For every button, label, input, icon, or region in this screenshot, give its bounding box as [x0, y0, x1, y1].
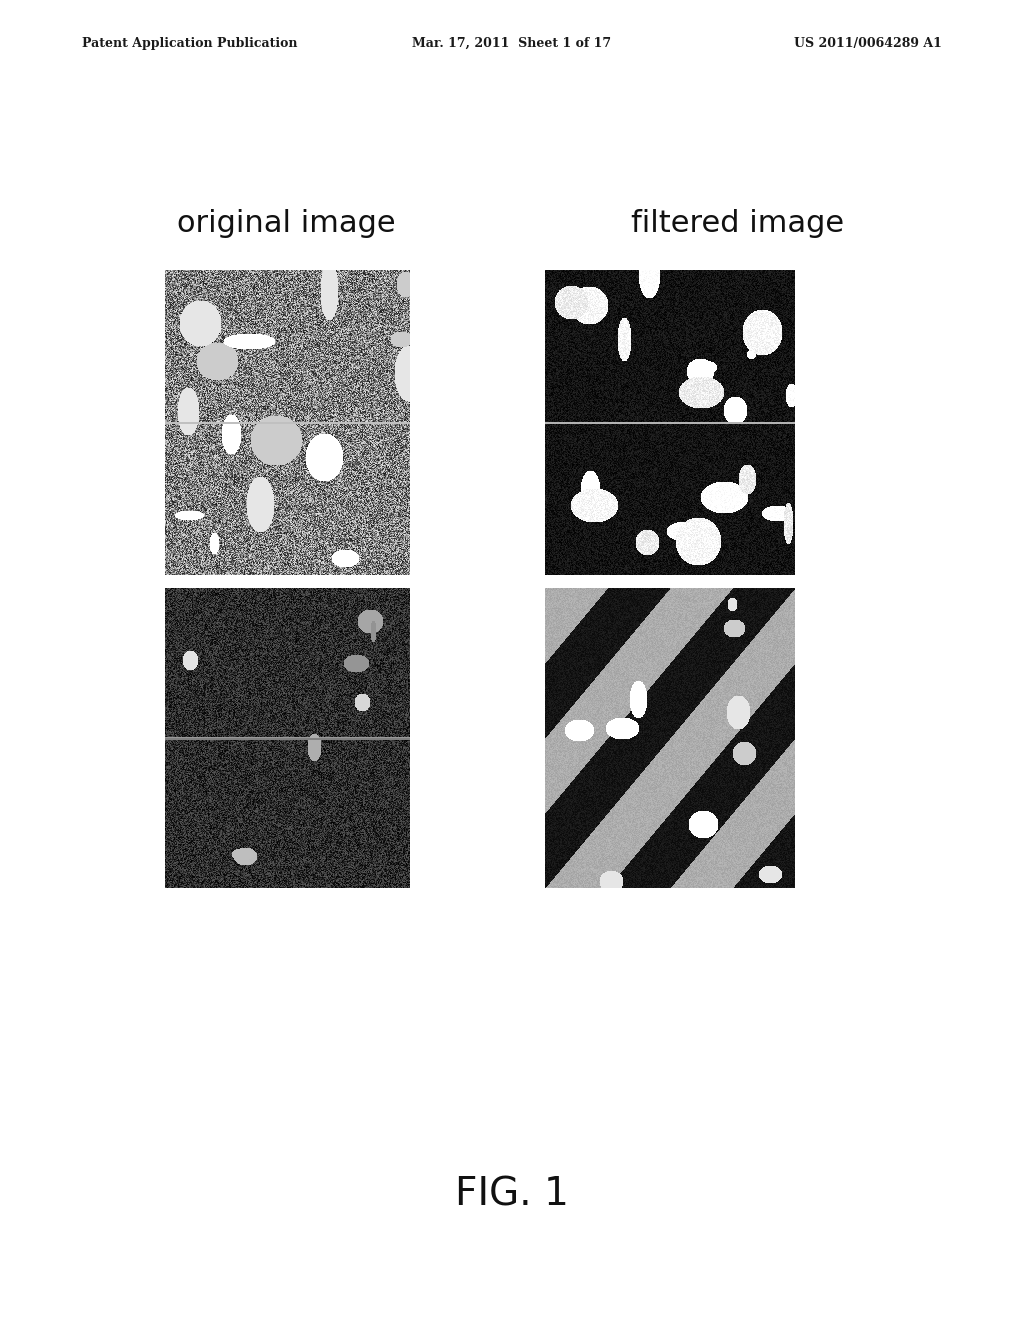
- Text: Patent Application Publication: Patent Application Publication: [82, 37, 297, 50]
- Text: Mar. 17, 2011  Sheet 1 of 17: Mar. 17, 2011 Sheet 1 of 17: [413, 37, 611, 50]
- Text: original image: original image: [177, 209, 396, 238]
- Text: FIG. 1: FIG. 1: [455, 1176, 569, 1213]
- Text: US 2011/0064289 A1: US 2011/0064289 A1: [795, 37, 942, 50]
- Text: filtered image: filtered image: [631, 209, 844, 238]
